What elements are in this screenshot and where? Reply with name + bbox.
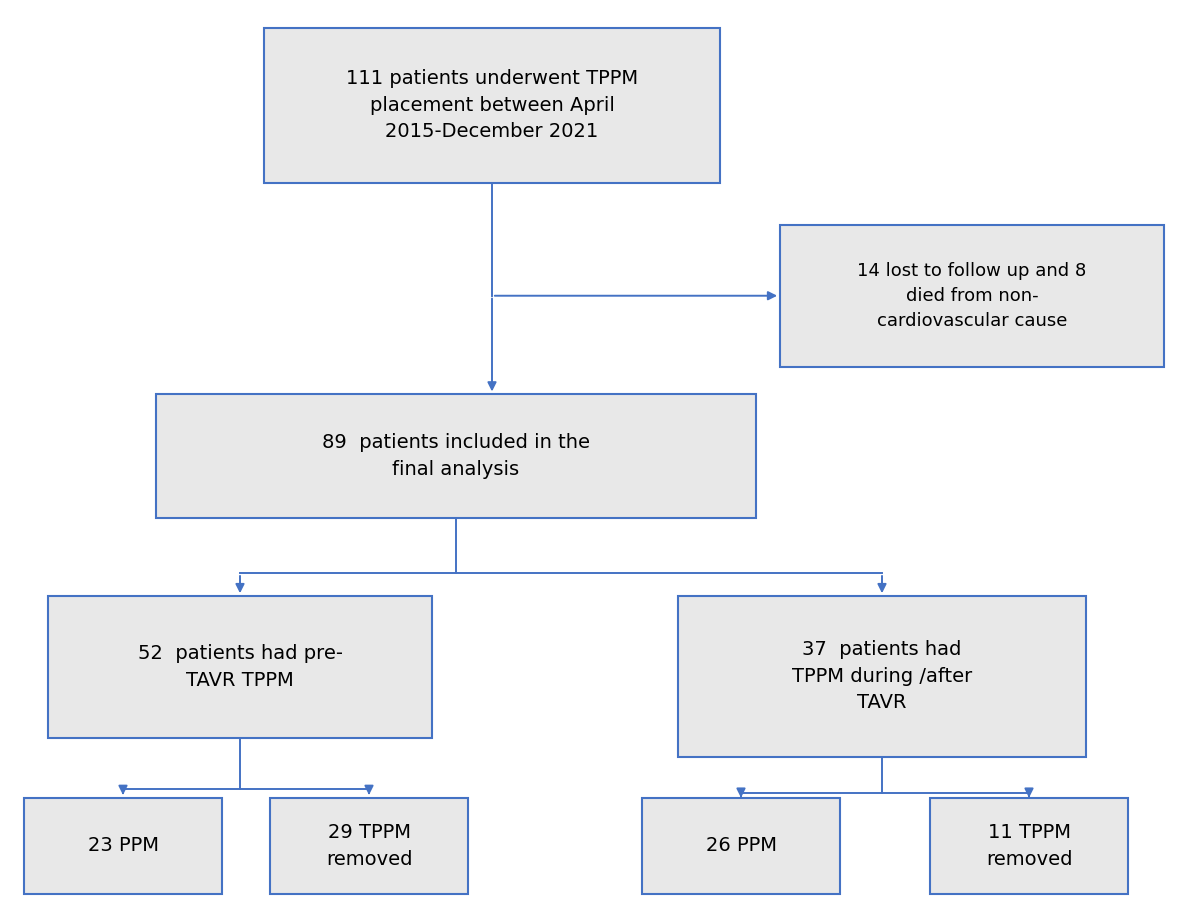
FancyBboxPatch shape [642, 798, 840, 894]
FancyBboxPatch shape [780, 225, 1164, 367]
Text: 26 PPM: 26 PPM [706, 836, 776, 856]
Text: 29 TPPM
removed: 29 TPPM removed [325, 823, 413, 868]
FancyBboxPatch shape [678, 596, 1086, 757]
Text: 14 lost to follow up and 8
died from non-
cardiovascular cause: 14 lost to follow up and 8 died from non… [857, 261, 1087, 330]
FancyBboxPatch shape [270, 798, 468, 894]
Text: 89  patients included in the
final analysis: 89 patients included in the final analys… [322, 434, 590, 479]
FancyBboxPatch shape [930, 798, 1128, 894]
FancyBboxPatch shape [264, 28, 720, 183]
FancyBboxPatch shape [48, 596, 432, 738]
FancyBboxPatch shape [24, 798, 222, 894]
Text: 23 PPM: 23 PPM [88, 836, 158, 856]
Text: 111 patients underwent TPPM
placement between April
2015-December 2021: 111 patients underwent TPPM placement be… [346, 70, 638, 141]
Text: 37  patients had
TPPM during /after
TAVR: 37 patients had TPPM during /after TAVR [792, 640, 972, 713]
FancyBboxPatch shape [156, 394, 756, 518]
Text: 52  patients had pre-
TAVR TPPM: 52 patients had pre- TAVR TPPM [138, 645, 342, 690]
Text: 11 TPPM
removed: 11 TPPM removed [985, 823, 1073, 868]
